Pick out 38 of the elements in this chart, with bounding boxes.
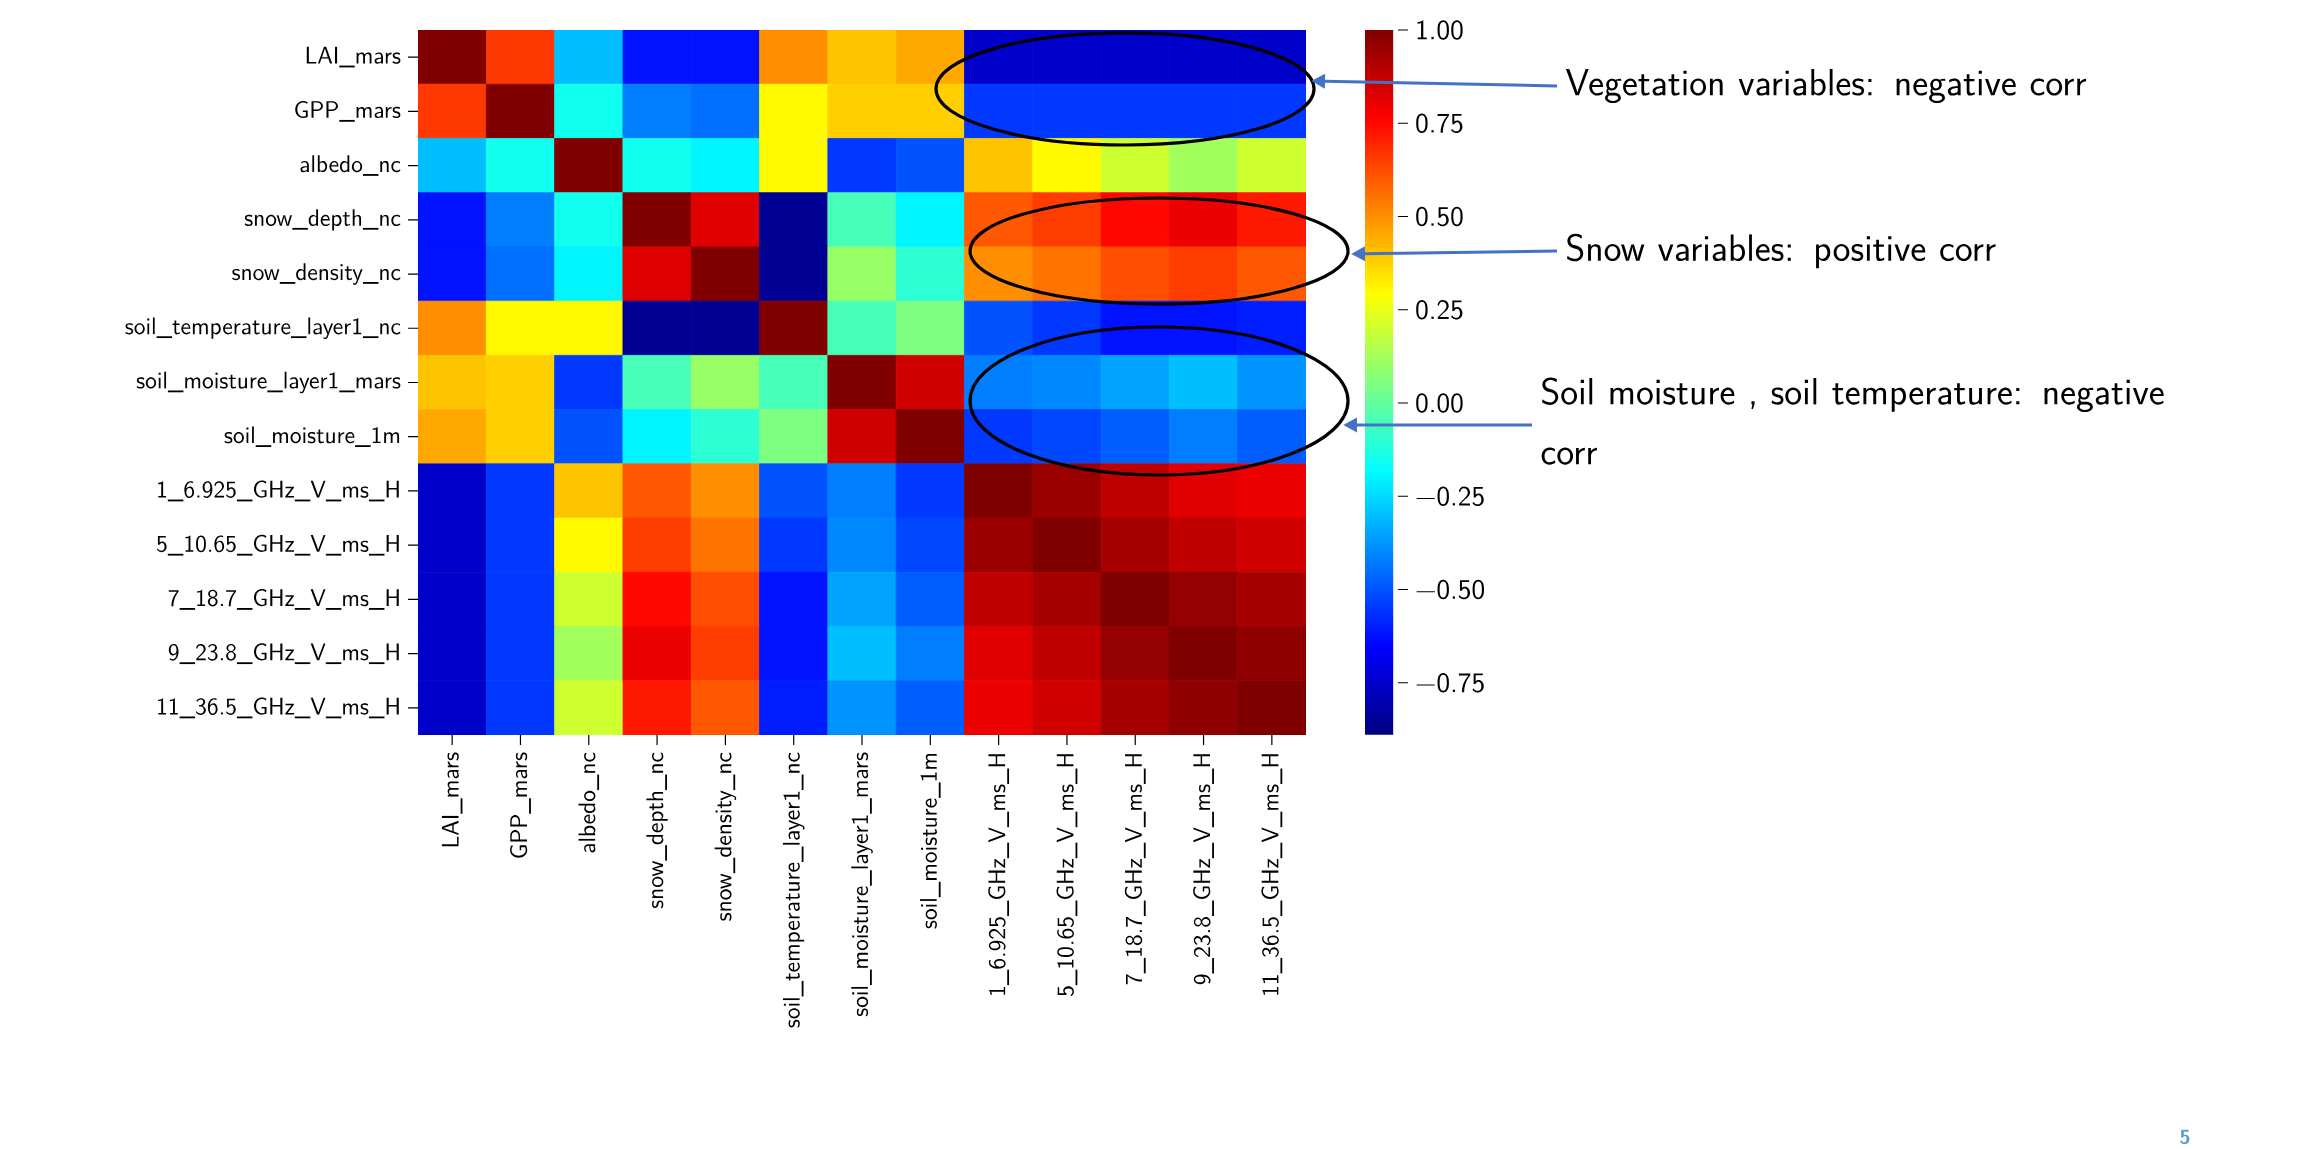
x-tick-label: 5_10.65_GHz_V_ms_H — [1056, 754, 1078, 997]
x-tick-label: soil_temperature_layer1_nc — [782, 752, 805, 1028]
y-tick-label: LAI_mars — [306, 46, 401, 68]
color-bar-label: 0.25 — [1416, 299, 1463, 320]
y-tick-label: soil_temperature_layer1_nc — [125, 317, 401, 340]
y-tick-label: 1_6.925_GHz_V_ms_H — [158, 480, 399, 502]
y-tick-label: 5_10.65_GHz_V_ms_H — [156, 534, 399, 556]
x-tick-label: GPP_mars — [510, 752, 531, 858]
x-tick-label: LAI_mars — [441, 752, 463, 847]
color-bar-label: 1.00 — [1417, 20, 1463, 40]
y-tick-label: snow_depth_nc — [244, 209, 401, 231]
y-tick-label: snow_density_nc — [232, 263, 401, 285]
color-bar-label: 0.50 — [1416, 206, 1463, 227]
color-bar-label: 0.00 — [1416, 393, 1463, 413]
y-tick-label: GPP_mars — [295, 100, 401, 122]
x-tick-label: snow_density_nc — [714, 752, 737, 921]
text: Vegetation variables: negative corr — [1565, 68, 2087, 104]
x-tick-label: albedo_nc — [578, 752, 600, 853]
x-tick-label: snow_depth_nc — [646, 752, 668, 909]
y-tick-label: albedo_nc — [300, 155, 401, 176]
x-tick-label: soil_moisture_layer1_mars — [851, 752, 873, 1017]
x-tick-label: 7_18.7_GHz_V_ms_H — [1124, 754, 1146, 985]
x-tick-label: soil_moisture_1m — [920, 753, 941, 929]
text: 5 — [2180, 1129, 2190, 1145]
color-bar-label: 0.75 — [1416, 113, 1463, 133]
x-tick-label: 1_6.925_GHz_V_ms_H — [988, 754, 1010, 995]
y-tick-label: 7_18.7_GHz_V_ms_H — [168, 589, 399, 610]
x-tick-label: 9_23.8_GHz_V_ms_H — [1193, 754, 1214, 985]
y-tick-label: 11_36.5_GHz_V_ms_H — [158, 697, 399, 719]
color-bar-label: −0.75 — [1416, 672, 1484, 693]
color-bar-label: −0.25 — [1416, 486, 1484, 507]
y-tick-label: soil_moisture_layer1_mars — [136, 371, 401, 394]
color-bar-label: −0.50 — [1416, 579, 1484, 600]
x-tick-label: 11_36.5_GHz_V_ms_H — [1261, 754, 1283, 995]
text: Soil moisture , soil temperature: negative corr — [1541, 377, 2164, 465]
y-tick-label: 9_23.8_GHz_V_ms_H — [168, 643, 399, 665]
text: Snow variables: positive corr — [1567, 233, 1996, 269]
y-tick-label: soil_moisture_1m — [224, 426, 400, 448]
